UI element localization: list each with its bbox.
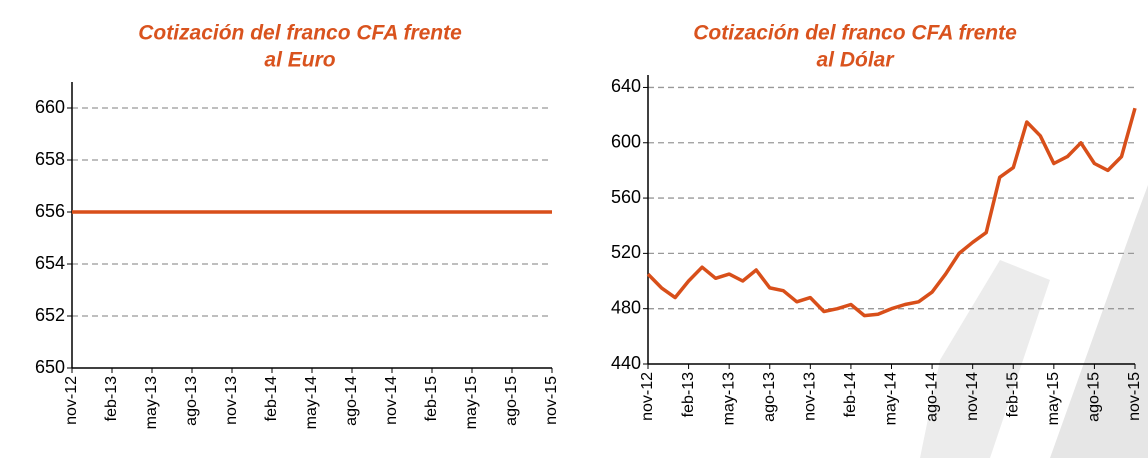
- x-tick-label: ago-13: [761, 372, 778, 422]
- y-tick-label: 520: [611, 242, 641, 262]
- x-tick-label: nov-13: [802, 372, 819, 421]
- x-tick-label: may-13: [143, 376, 160, 429]
- y-tick-label: 656: [35, 201, 65, 221]
- x-tick-label: ago-15: [1086, 372, 1103, 422]
- x-tick-label: nov-13: [223, 376, 240, 425]
- y-tick-label: 658: [35, 149, 65, 169]
- y-tick-label: 440: [611, 353, 641, 373]
- data-line: [646, 107, 1137, 318]
- y-tick-label: 600: [611, 132, 641, 152]
- x-tick-label: nov-12: [639, 372, 656, 421]
- y-tick-label: 560: [611, 187, 641, 207]
- x-tick-label: may-15: [463, 376, 480, 429]
- chart-title: al Dólar: [816, 49, 895, 72]
- x-tick-label: feb-15: [1004, 372, 1021, 417]
- y-tick-label: 650: [35, 357, 65, 377]
- y-tick-label: 640: [611, 76, 641, 96]
- x-tick-label: feb-13: [680, 372, 697, 417]
- x-tick-label: ago-14: [923, 372, 940, 422]
- y-tick-label: 652: [35, 305, 65, 325]
- x-tick-label: nov-14: [383, 376, 400, 425]
- x-tick-label: may-14: [303, 376, 320, 429]
- chart-title: al Euro: [264, 49, 335, 72]
- x-tick-label: nov-12: [63, 376, 80, 425]
- x-tick-label: may-15: [1045, 372, 1062, 425]
- x-tick-label: ago-13: [183, 376, 200, 426]
- x-tick-label: nov-15: [543, 376, 560, 425]
- y-tick-label: 480: [611, 297, 641, 317]
- x-tick-label: ago-15: [503, 376, 520, 426]
- x-tick-label: feb-14: [263, 376, 280, 421]
- y-tick-label: 654: [35, 253, 65, 273]
- chart-title: Cotización del franco CFA frente: [138, 22, 462, 45]
- x-tick-label: feb-13: [103, 376, 120, 421]
- decoration: [920, 260, 1050, 458]
- x-tick-label: feb-15: [423, 376, 440, 421]
- x-tick-label: may-13: [720, 372, 737, 425]
- chart-title: Cotización del franco CFA frente: [693, 22, 1017, 45]
- x-tick-label: nov-14: [964, 372, 981, 421]
- x-tick-label: nov-15: [1126, 372, 1143, 421]
- x-tick-label: ago-14: [343, 376, 360, 426]
- y-tick-label: 660: [35, 97, 65, 117]
- x-tick-label: feb-14: [842, 372, 859, 417]
- x-tick-label: may-14: [883, 372, 900, 425]
